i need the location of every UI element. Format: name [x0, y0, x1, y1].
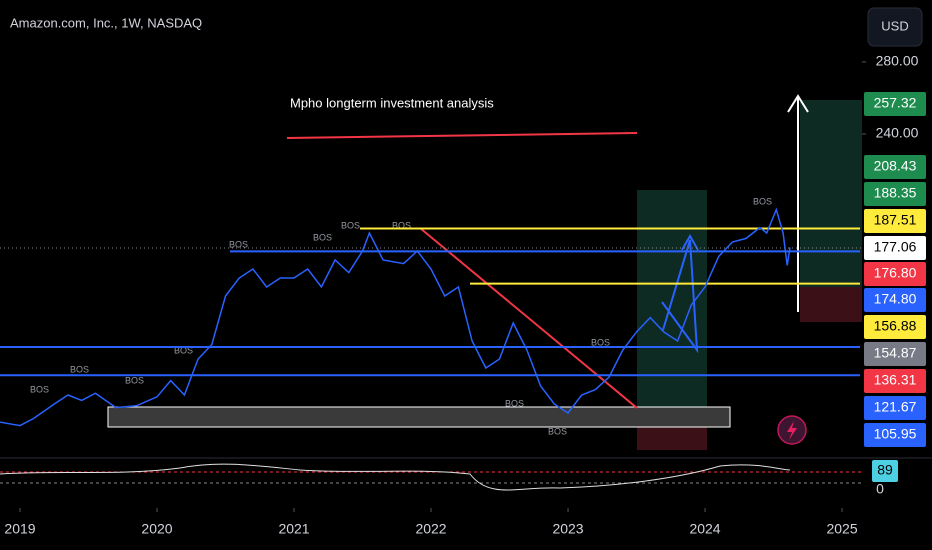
- price-tag: [864, 155, 926, 179]
- x-tick-label: 2019: [4, 521, 35, 537]
- x-tick-label: 2021: [278, 521, 309, 537]
- currency[interactable]: USD: [881, 18, 908, 33]
- bos-label: BOS: [174, 345, 193, 355]
- price-tag-label: 105.95: [874, 426, 917, 442]
- price-tag: [864, 182, 926, 206]
- price-tag-label: 257.32: [874, 95, 917, 111]
- price-tag-label: 121.67: [874, 399, 917, 415]
- price-tag-label: 176.80: [874, 265, 917, 281]
- price-line: [0, 207, 791, 427]
- bos-label: BOS: [229, 239, 248, 249]
- bos-label: BOS: [125, 375, 144, 385]
- bos-label: BOS: [591, 337, 610, 347]
- price-tag: [864, 315, 926, 339]
- price-tag-label: 187.51: [874, 212, 917, 228]
- bos-label: BOS: [505, 398, 524, 408]
- y-tick-label: 240.00: [876, 125, 919, 141]
- price-tag-label: 136.31: [874, 372, 917, 388]
- price-tag: [864, 369, 926, 393]
- target-zone: [800, 100, 862, 287]
- x-tick-label: 2020: [141, 521, 172, 537]
- bos-label: BOS: [341, 220, 360, 230]
- price-tag: [864, 236, 926, 260]
- price-tag: [864, 396, 926, 420]
- bos-label: BOS: [392, 220, 411, 230]
- x-tick-label: 2025: [826, 521, 857, 537]
- bos-label: BOS: [30, 384, 49, 394]
- arrow-head: [681, 233, 699, 251]
- indicator-tag-label: 89: [877, 462, 893, 478]
- bolt: [787, 421, 797, 440]
- price-tag: [864, 423, 926, 447]
- arrow-head: [787, 94, 809, 113]
- price-tag: [864, 92, 926, 116]
- y-tick-label: 280.00: [876, 53, 919, 69]
- price-tag-label: 156.88: [874, 318, 917, 334]
- symbol-title: Amazon.com, Inc., 1W, NASDAQ: [10, 15, 202, 30]
- bos-label: BOS: [753, 196, 772, 206]
- price-tag-label: 177.06: [874, 239, 917, 255]
- indicator-tag: [872, 460, 898, 482]
- price-tag-label: 188.35: [874, 185, 917, 201]
- price-tag: [864, 342, 926, 366]
- price-tag-label: 174.80: [874, 291, 917, 307]
- indicator-line: [0, 463, 791, 491]
- x-tick-label: 2022: [415, 521, 446, 537]
- stop-zone: [800, 287, 862, 322]
- price-tag: [864, 209, 926, 233]
- price-tag-label: 154.87: [874, 345, 917, 361]
- bos-label: BOS: [313, 232, 332, 242]
- price-tag-label: 208.43: [874, 158, 917, 174]
- price-tag: [864, 288, 926, 312]
- currency-button[interactable]: [867, 7, 923, 47]
- x-tick-label: 2023: [552, 521, 583, 537]
- bos-label: BOS: [70, 364, 89, 374]
- projection: [661, 239, 699, 354]
- indicator-axis-label: 0: [876, 481, 884, 497]
- underline: [286, 132, 638, 139]
- bos-label: BOS: [548, 426, 567, 436]
- x-tick-label: 2024: [689, 521, 720, 537]
- annotation: Mpho longterm investment analysis: [290, 95, 494, 110]
- trendline: [419, 227, 638, 409]
- price-tag: [864, 262, 926, 286]
- demand-box: [107, 406, 731, 428]
